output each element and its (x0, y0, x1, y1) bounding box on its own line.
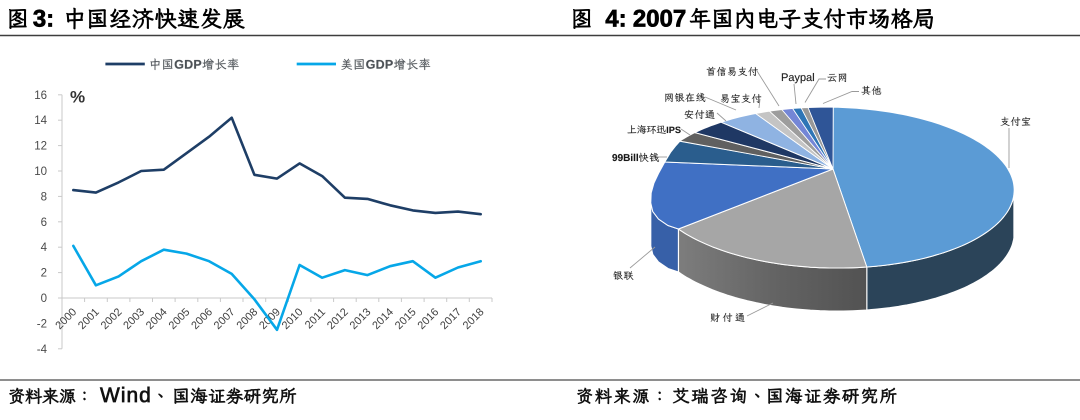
svg-text:2018: 2018 (461, 306, 487, 332)
svg-text:2014: 2014 (370, 306, 396, 332)
svg-text:2016: 2016 (416, 306, 442, 332)
svg-text:2013: 2013 (348, 306, 374, 332)
svg-text:2: 2 (41, 268, 47, 280)
svg-text:2015: 2015 (393, 306, 419, 332)
svg-text:2003: 2003 (121, 306, 147, 332)
svg-text:-4: -4 (37, 344, 48, 356)
svg-text:-2: -2 (37, 318, 47, 330)
svg-text:2007: 2007 (212, 306, 238, 332)
svg-text:2011: 2011 (303, 306, 328, 331)
svg-text:2008: 2008 (235, 306, 261, 332)
svg-text:8: 8 (41, 191, 47, 203)
svg-text:14: 14 (34, 115, 47, 127)
svg-text:2005: 2005 (167, 306, 193, 332)
svg-text:2012: 2012 (325, 306, 351, 332)
svg-text:6: 6 (41, 217, 47, 229)
svg-text:2006: 2006 (189, 306, 215, 332)
svg-text:2002: 2002 (99, 306, 125, 332)
svg-text:0: 0 (41, 293, 47, 305)
svg-text:4: 4 (41, 242, 48, 254)
svg-text:2000: 2000 (53, 306, 79, 332)
svg-text:2001: 2001 (76, 306, 102, 332)
svg-text:10: 10 (34, 166, 47, 178)
svg-text:%: % (70, 88, 85, 107)
svg-text:12: 12 (34, 141, 47, 153)
svg-text:2004: 2004 (144, 306, 170, 332)
svg-text:16: 16 (34, 90, 47, 102)
svg-text:2017: 2017 (438, 306, 464, 332)
